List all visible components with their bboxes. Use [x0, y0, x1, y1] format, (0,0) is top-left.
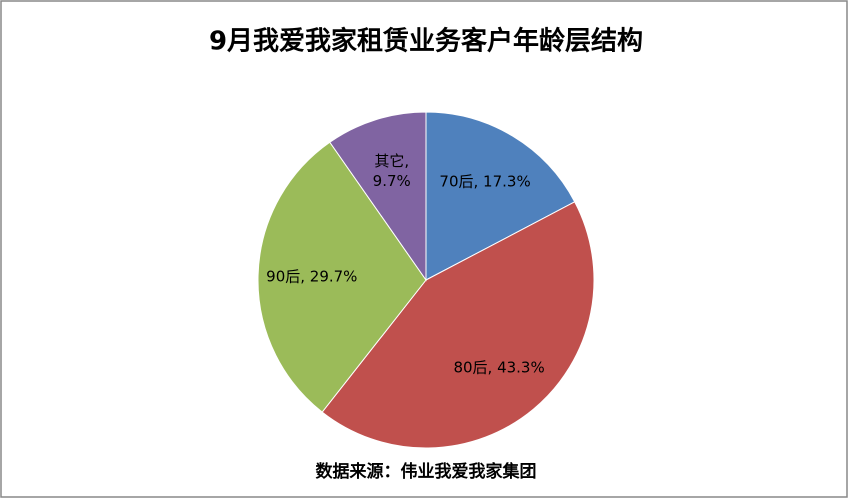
chart-title: 9月我爱我家租赁业务客户年龄层结构: [209, 26, 643, 57]
pie-slice: [425, 111, 576, 281]
pie-slice: [257, 141, 427, 413]
pie-slice: [329, 111, 427, 282]
data-label: 80后, 43.3%: [453, 358, 544, 376]
data-label: 70后, 17.3%: [439, 173, 530, 191]
source-note: 数据来源：伟业我爱我家集团: [316, 461, 537, 482]
data-label: 90后, 29.7%: [266, 267, 357, 285]
data-label: 其它, 9.7%: [373, 152, 411, 190]
pie-slice: [321, 201, 595, 449]
